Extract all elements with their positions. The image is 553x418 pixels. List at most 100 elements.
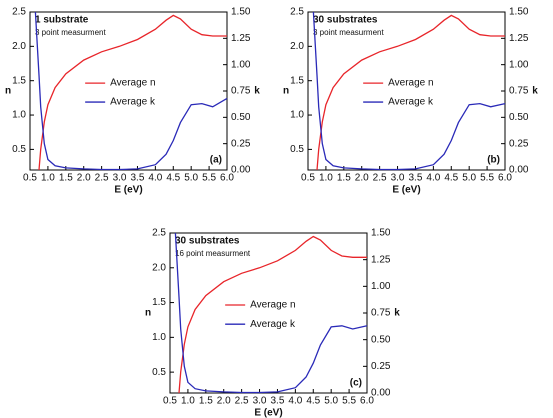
x-tick-label: 6.0 — [360, 396, 374, 407]
y2-axis-label: k — [532, 86, 538, 97]
x-tick-label: 4.0 — [288, 396, 302, 407]
y2-tick-label: 0.25 — [231, 138, 251, 149]
panel-label: (c) — [350, 378, 362, 389]
x-tick-label: 5.5 — [202, 173, 216, 184]
x-tick-label: 3.0 — [253, 396, 267, 407]
y2-tick-label: 0.00 — [509, 165, 529, 176]
data-line — [34, 11, 228, 171]
x-tick-label: 0.5 — [163, 396, 177, 407]
x-tick-label: 2.0 — [77, 173, 91, 184]
annotation-subtitle: 16 point measurment — [175, 249, 251, 258]
data-line — [316, 14, 505, 171]
panel-label: (a) — [210, 155, 222, 166]
x-tick-label: 3.5 — [131, 173, 145, 184]
y-tick-label: 1.5 — [12, 75, 26, 86]
x-tick-label: 3.5 — [271, 396, 285, 407]
x-tick-label: 2.5 — [235, 396, 249, 407]
x-axis-label: E (eV) — [392, 185, 420, 196]
y2-tick-label: 1.00 — [371, 281, 391, 292]
x-tick-label: 0.5 — [23, 173, 37, 184]
annotation-title: 30 substrates — [175, 236, 240, 247]
x-tick-label: 5.5 — [480, 173, 494, 184]
y2-axis-label: k — [394, 308, 400, 319]
y-tick-label: 1.5 — [152, 297, 166, 308]
y-tick-label: 1.0 — [152, 332, 166, 343]
x-tick-label: 4.5 — [306, 396, 320, 407]
x-tick-label: 1.0 — [41, 173, 55, 184]
data-line — [178, 235, 367, 394]
x-tick-label: 2.5 — [373, 173, 387, 184]
legend-label: Average k — [110, 97, 156, 108]
x-tick-label: 6.0 — [498, 173, 512, 184]
y-tick-label: 2.5 — [290, 7, 304, 18]
y-axis-label: n — [283, 86, 289, 97]
y2-tick-label: 1.25 — [509, 33, 529, 44]
x-tick-label: 5.0 — [324, 396, 338, 407]
x-tick-label: 1.5 — [59, 173, 73, 184]
x-tick-label: 1.5 — [199, 396, 213, 407]
y-tick-label: 0.5 — [290, 144, 304, 155]
y-tick-label: 0.5 — [152, 367, 166, 378]
annotation-subtitle: 3 point measurment — [313, 28, 384, 37]
x-tick-label: 1.0 — [181, 396, 195, 407]
x-tick-label: 4.5 — [444, 173, 458, 184]
legend-label: Average k — [388, 97, 434, 108]
x-tick-label: 2.0 — [217, 396, 231, 407]
legend-label: Average n — [250, 300, 295, 311]
y-tick-label: 1.0 — [12, 110, 26, 121]
x-tick-label: 4.0 — [426, 173, 440, 184]
y2-tick-label: 1.50 — [231, 7, 251, 18]
y-tick-label: 2.0 — [152, 262, 166, 273]
y2-tick-label: 1.50 — [371, 228, 391, 239]
y2-tick-label: 1.25 — [231, 33, 251, 44]
panel-label: (b) — [487, 155, 500, 166]
y2-axis-label: k — [254, 86, 260, 97]
y2-tick-label: 1.00 — [509, 59, 529, 70]
x-axis-label: E (eV) — [254, 408, 282, 418]
y2-tick-label: 0.75 — [509, 86, 529, 97]
y-axis-label: n — [5, 86, 11, 97]
x-tick-label: 1.5 — [337, 173, 351, 184]
x-tick-label: 5.5 — [342, 396, 356, 407]
y2-tick-label: 0.25 — [509, 138, 529, 149]
data-line — [38, 14, 227, 171]
data-line — [174, 232, 368, 394]
y2-tick-label: 0.25 — [371, 361, 391, 372]
y-axis-label: n — [145, 308, 151, 319]
annotation-title: 30 substrates — [313, 15, 378, 26]
x-axis-label: E (eV) — [114, 185, 142, 196]
y-tick-label: 2.5 — [12, 7, 26, 18]
y2-tick-label: 1.25 — [371, 254, 391, 265]
annotation-subtitle: 3 point measurment — [35, 28, 106, 37]
y-tick-label: 1.0 — [290, 110, 304, 121]
x-tick-label: 0.5 — [301, 173, 315, 184]
x-tick-label: 2.5 — [95, 173, 109, 184]
y-tick-label: 1.5 — [290, 75, 304, 86]
data-line — [312, 11, 506, 171]
x-tick-label: 3.5 — [409, 173, 423, 184]
y-tick-label: 2.5 — [152, 228, 166, 239]
y2-tick-label: 0.00 — [371, 388, 391, 399]
x-tick-label: 2.0 — [355, 173, 369, 184]
x-tick-label: 3.0 — [391, 173, 405, 184]
x-tick-label: 5.0 — [462, 173, 476, 184]
x-tick-label: 1.0 — [319, 173, 333, 184]
legend-label: Average k — [250, 319, 296, 330]
y2-tick-label: 1.00 — [231, 59, 251, 70]
y2-tick-label: 0.75 — [371, 308, 391, 319]
y-tick-label: 2.0 — [12, 41, 26, 52]
x-tick-label: 4.0 — [148, 173, 162, 184]
y2-tick-label: 0.50 — [231, 112, 251, 123]
legend-label: Average n — [110, 78, 155, 89]
y2-tick-label: 0.50 — [509, 112, 529, 123]
annotation-title: 1 substrate — [35, 15, 89, 26]
y2-tick-label: 1.50 — [509, 7, 529, 18]
x-tick-label: 6.0 — [220, 173, 234, 184]
y2-tick-label: 0.75 — [231, 86, 251, 97]
y2-tick-label: 0.50 — [371, 334, 391, 345]
x-tick-label: 3.0 — [113, 173, 127, 184]
y-tick-label: 2.0 — [290, 41, 304, 52]
y2-tick-label: 0.00 — [231, 165, 251, 176]
